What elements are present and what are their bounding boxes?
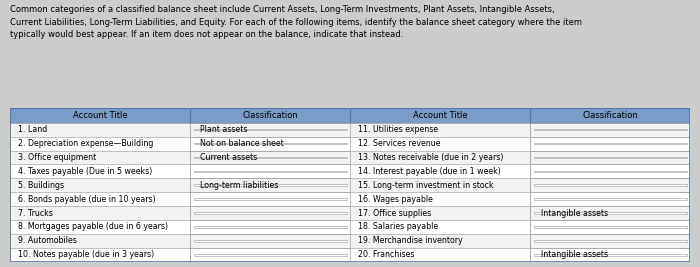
Bar xyxy=(350,178,531,192)
Bar xyxy=(193,129,346,131)
Bar xyxy=(190,192,350,206)
Bar xyxy=(350,206,531,220)
Bar xyxy=(350,123,531,137)
Bar xyxy=(10,151,190,164)
Text: Account Title: Account Title xyxy=(73,111,127,120)
Text: Common categories of a classified balance sheet include Current Assets, Long-Ter: Common categories of a classified balanc… xyxy=(10,5,582,39)
Text: 10. Notes payable (due in 3 years): 10. Notes payable (due in 3 years) xyxy=(18,250,154,259)
Bar xyxy=(533,212,687,214)
Bar xyxy=(350,248,531,262)
Bar xyxy=(193,184,346,186)
Text: 6. Bonds payable (due in 10 years): 6. Bonds payable (due in 10 years) xyxy=(18,195,155,204)
Text: Account Title: Account Title xyxy=(413,111,468,120)
Text: 8. Mortgages payable (due in 6 years): 8. Mortgages payable (due in 6 years) xyxy=(18,222,168,231)
Bar xyxy=(10,137,190,151)
Text: 20. Franchises: 20. Franchises xyxy=(358,250,414,259)
Text: 3. Office equipment: 3. Office equipment xyxy=(18,153,96,162)
Bar xyxy=(193,171,346,172)
Bar xyxy=(190,248,350,262)
Bar xyxy=(10,108,190,123)
Bar xyxy=(193,143,346,144)
Text: 11. Utilities expense: 11. Utilities expense xyxy=(358,125,438,134)
Bar xyxy=(533,129,687,131)
Text: 4. Taxes payable (Due in 5 weeks): 4. Taxes payable (Due in 5 weeks) xyxy=(18,167,152,176)
Text: Plant assets: Plant assets xyxy=(200,125,248,134)
Bar xyxy=(190,137,350,151)
Bar xyxy=(190,151,350,164)
Text: Intangible assets: Intangible assets xyxy=(540,209,608,218)
Bar xyxy=(10,220,190,234)
Bar xyxy=(533,240,687,242)
Bar xyxy=(193,240,346,242)
Text: 14. Interest payable (due in 1 week): 14. Interest payable (due in 1 week) xyxy=(358,167,501,176)
Bar xyxy=(193,212,346,214)
Bar xyxy=(533,254,687,256)
Bar xyxy=(533,157,687,158)
Bar xyxy=(350,108,531,123)
Text: 16. Wages payable: 16. Wages payable xyxy=(358,195,433,204)
Bar xyxy=(190,220,350,234)
Bar xyxy=(350,220,531,234)
Bar xyxy=(531,192,690,206)
Text: Intangible assets: Intangible assets xyxy=(540,250,608,259)
Bar xyxy=(190,234,350,248)
Bar xyxy=(531,123,690,137)
Bar xyxy=(531,234,690,248)
Bar xyxy=(531,220,690,234)
Bar xyxy=(531,137,690,151)
Bar xyxy=(533,184,687,186)
Text: Current assets: Current assets xyxy=(200,153,258,162)
Bar xyxy=(350,164,531,178)
Bar xyxy=(531,248,690,262)
Text: Classification: Classification xyxy=(582,111,638,120)
Bar xyxy=(531,206,690,220)
Text: 15. Long-term investment in stock: 15. Long-term investment in stock xyxy=(358,181,494,190)
Text: Classification: Classification xyxy=(242,111,298,120)
Bar xyxy=(190,164,350,178)
Bar xyxy=(10,206,190,220)
Bar xyxy=(533,143,687,144)
Bar xyxy=(531,108,690,123)
Bar xyxy=(350,234,531,248)
Bar xyxy=(193,198,346,200)
Bar xyxy=(350,192,531,206)
Bar xyxy=(10,164,190,178)
Text: 18. Salaries payable: 18. Salaries payable xyxy=(358,222,438,231)
Bar xyxy=(533,198,687,200)
Bar xyxy=(10,192,190,206)
Text: 7. Trucks: 7. Trucks xyxy=(18,209,52,218)
Bar xyxy=(350,151,531,164)
Bar xyxy=(531,164,690,178)
Text: 13. Notes receivable (due in 2 years): 13. Notes receivable (due in 2 years) xyxy=(358,153,503,162)
Bar xyxy=(533,226,687,228)
Bar xyxy=(193,226,346,228)
Bar xyxy=(190,108,350,123)
Text: 9. Automobiles: 9. Automobiles xyxy=(18,236,77,245)
Text: 17. Office supplies: 17. Office supplies xyxy=(358,209,431,218)
Bar xyxy=(190,178,350,192)
Text: 2. Depreciation expense—Building: 2. Depreciation expense—Building xyxy=(18,139,153,148)
Bar xyxy=(190,123,350,137)
Text: 5. Buildings: 5. Buildings xyxy=(18,181,64,190)
Bar xyxy=(350,137,531,151)
Text: Long-term liabilities: Long-term liabilities xyxy=(200,181,279,190)
Bar xyxy=(193,157,346,158)
Text: Not on balance sheet: Not on balance sheet xyxy=(200,139,284,148)
Bar xyxy=(190,206,350,220)
Bar xyxy=(193,254,346,256)
Bar xyxy=(533,171,687,172)
Bar xyxy=(531,151,690,164)
Text: 12. Services revenue: 12. Services revenue xyxy=(358,139,441,148)
Bar xyxy=(10,234,190,248)
Bar xyxy=(10,123,190,137)
Text: 1. Land: 1. Land xyxy=(18,125,47,134)
Text: 19. Merchandise inventory: 19. Merchandise inventory xyxy=(358,236,463,245)
Bar xyxy=(10,178,190,192)
Bar xyxy=(531,178,690,192)
Bar xyxy=(10,248,190,262)
